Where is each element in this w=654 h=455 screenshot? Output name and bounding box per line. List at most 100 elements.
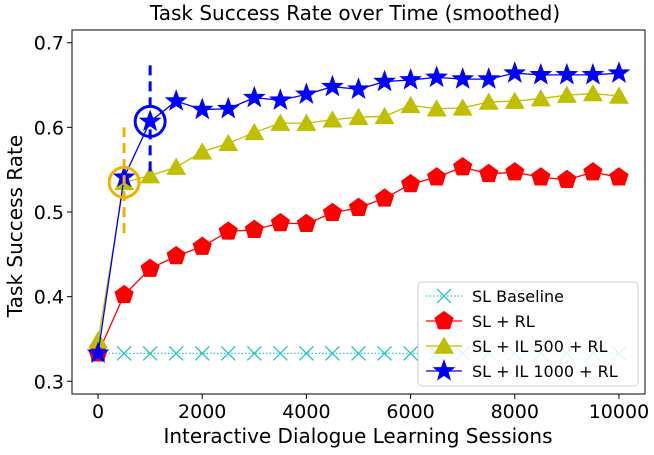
data-point: [244, 219, 264, 238]
data-point: [140, 166, 161, 184]
legend-marker: [436, 288, 452, 304]
data-point: [399, 67, 422, 90]
data-point: [426, 99, 447, 117]
data-point: [192, 236, 212, 255]
legend-item: SL + RL: [426, 310, 535, 331]
data-point: [503, 61, 527, 83]
y-tick-label: 0.4: [34, 287, 64, 309]
plot-area: [86, 61, 631, 364]
y-tick-label: 0.5: [34, 202, 64, 224]
data-point: [427, 167, 447, 186]
data-point: [246, 345, 262, 361]
data-point: [166, 157, 187, 175]
x-tick-label: 4000: [282, 401, 330, 423]
x-tick-label: 2000: [178, 401, 226, 423]
data-point: [531, 167, 551, 186]
legend-label: SL Baseline: [472, 287, 564, 306]
series-3: [86, 61, 631, 364]
data-point: [377, 345, 393, 361]
x-tick-label: 0: [92, 401, 104, 423]
data-point: [268, 88, 292, 110]
legend-box: [417, 281, 639, 387]
legend-marker: [432, 359, 456, 381]
legend-item: SL + IL 1000 + RL: [426, 359, 618, 381]
data-point: [451, 67, 475, 89]
data-point: [555, 62, 579, 85]
data-point: [296, 213, 317, 233]
data-point: [324, 345, 340, 361]
x-tick-label: 10000: [589, 401, 649, 423]
y-tick-label: 0.3: [34, 371, 64, 393]
data-point: [298, 345, 314, 361]
data-point: [220, 345, 236, 361]
data-point: [453, 157, 473, 176]
legend-label: SL + IL 500 + RL: [472, 337, 608, 356]
data-point: [192, 142, 213, 160]
data-point: [452, 98, 473, 116]
data-point: [529, 62, 553, 85]
data-point: [321, 74, 344, 97]
series-2: [88, 83, 629, 349]
legend-label: SL + RL: [472, 312, 535, 331]
data-point: [400, 173, 421, 193]
data-point: [216, 96, 240, 119]
data-point: [194, 345, 210, 361]
data-point: [142, 345, 158, 361]
data-point: [374, 106, 395, 125]
x-tick-label: 8000: [491, 401, 539, 423]
data-point: [347, 77, 370, 99]
data-point: [218, 133, 239, 152]
data-point: [479, 163, 499, 183]
data-point: [530, 89, 551, 107]
data-point: [582, 83, 603, 102]
data-point: [166, 245, 186, 265]
data-point: [116, 345, 132, 361]
data-point: [557, 169, 577, 189]
y-tick-label: 0.7: [34, 33, 64, 55]
data-point: [504, 91, 525, 109]
data-point: [477, 67, 501, 89]
data-point: [244, 122, 265, 141]
data-point: [478, 92, 499, 110]
legend: SL Baseline SL + RL SL + IL 500 + RL SL + I…: [417, 281, 639, 387]
data-point: [270, 113, 291, 131]
legend-marker: [434, 336, 454, 354]
data-point: [556, 85, 577, 103]
x-axis-title: Interactive Dialogue Learning Sessions: [163, 424, 552, 448]
data-point: [140, 258, 160, 277]
data-point: [348, 197, 369, 216]
data-point: [322, 202, 343, 222]
data-point: [608, 86, 629, 104]
data-point: [351, 345, 366, 361]
data-point: [581, 62, 605, 85]
data-point: [373, 69, 396, 92]
data-point: [403, 345, 419, 361]
y-axis-title: Task Success Rate: [3, 135, 27, 318]
data-point: [114, 284, 134, 304]
data-point: [607, 61, 631, 83]
chart-title: Task Success Rate over Time (smoothed): [149, 1, 560, 25]
data-point: [270, 212, 290, 232]
data-point: [164, 89, 188, 111]
y-tick-label: 0.6: [34, 117, 64, 139]
data-point: [609, 167, 629, 186]
legend-item: SL Baseline: [426, 287, 564, 306]
data-point: [86, 341, 110, 364]
data-point: [295, 82, 318, 105]
legend-item: SL + IL 500 + RL: [426, 336, 608, 356]
data-point: [322, 110, 343, 128]
data-point: [242, 85, 266, 108]
legend-label: SL + IL 1000 + RL: [472, 362, 618, 381]
data-point: [425, 65, 449, 88]
data-point: [296, 113, 317, 131]
data-point: [190, 97, 214, 120]
axis-ticks: 0 2000 4000 6000 8000 10000 0.3 0.4 0.5 0.6 0.7: [34, 33, 649, 423]
data-point: [218, 221, 238, 240]
data-point: [348, 107, 369, 125]
data-point: [168, 345, 184, 361]
x-tick-label: 6000: [386, 401, 434, 423]
data-point: [272, 345, 288, 361]
data-point: [374, 188, 395, 207]
